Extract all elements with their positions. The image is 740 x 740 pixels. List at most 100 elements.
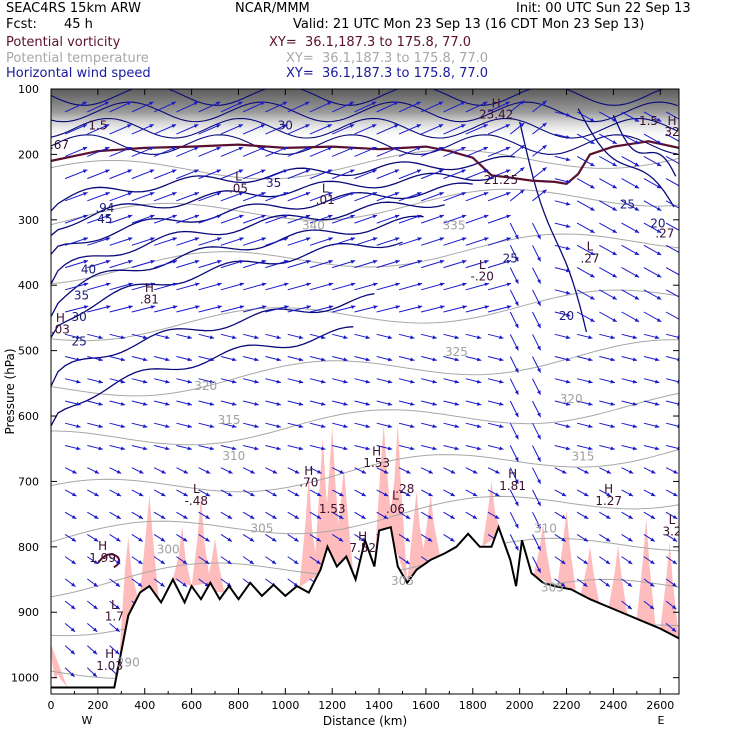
vector-head bbox=[651, 469, 656, 474]
vector-head bbox=[276, 357, 281, 362]
vector-head bbox=[612, 229, 617, 233]
vector-head bbox=[216, 146, 221, 151]
vector-head bbox=[165, 446, 170, 451]
vector-head bbox=[338, 515, 344, 519]
wind-vector-309 bbox=[354, 378, 371, 384]
vector-head bbox=[514, 345, 519, 351]
terrain bbox=[51, 524, 679, 694]
wind-vector-590 bbox=[643, 578, 655, 588]
vector-head bbox=[120, 335, 126, 340]
vector-head bbox=[106, 305, 111, 309]
wind-vector-293 bbox=[331, 467, 345, 474]
wind-vector-141 bbox=[176, 511, 188, 520]
wind-vector-302 bbox=[354, 214, 378, 224]
vector-head bbox=[583, 560, 588, 564]
wind-vector-362 bbox=[421, 169, 444, 180]
vector-head bbox=[537, 390, 541, 395]
wind-vector-355 bbox=[398, 489, 411, 497]
wind-vector-294 bbox=[331, 489, 344, 497]
vector-head bbox=[216, 169, 221, 174]
vector-head bbox=[182, 537, 188, 542]
vector-head bbox=[472, 492, 478, 497]
wind-vector-551 bbox=[621, 222, 640, 234]
vector-head bbox=[387, 379, 393, 384]
vector-head bbox=[187, 357, 192, 362]
wind-vector-209 bbox=[242, 556, 255, 565]
wind-vector-220 bbox=[265, 305, 289, 313]
wind-vector-368 bbox=[421, 305, 445, 313]
vector-head bbox=[671, 627, 677, 632]
vector-head bbox=[520, 122, 525, 127]
vector-head bbox=[542, 122, 547, 127]
vector-head bbox=[276, 379, 281, 384]
wind-vector-123 bbox=[176, 101, 199, 113]
wind-vector-519 bbox=[576, 489, 589, 497]
wind-vector-239 bbox=[287, 237, 311, 246]
vector-head bbox=[172, 259, 178, 264]
wind-vector-608 bbox=[665, 467, 679, 474]
wind-vector-568 bbox=[621, 600, 633, 610]
vector-head bbox=[634, 184, 640, 189]
vector-head bbox=[472, 515, 477, 519]
vector-head bbox=[116, 492, 121, 497]
wind-vector-306 bbox=[354, 305, 378, 313]
wind-vector-320 bbox=[376, 146, 400, 157]
vector-head bbox=[283, 146, 288, 151]
wind-vector-484 bbox=[554, 200, 571, 206]
wind-vector-477 bbox=[532, 511, 542, 529]
vector-head bbox=[209, 335, 215, 340]
valid-time: Valid: 21 UTC Mon 23 Sep 13 (16 CDT Mon … bbox=[293, 17, 645, 32]
wind-vector-32 bbox=[87, 237, 111, 246]
vector-head bbox=[410, 446, 415, 451]
vector-head bbox=[321, 357, 326, 362]
wind-vector-24 bbox=[64, 645, 76, 655]
vector-head bbox=[94, 515, 99, 519]
wind-vector-267 bbox=[309, 378, 326, 384]
vector-head bbox=[260, 146, 266, 151]
vector-head bbox=[282, 101, 288, 106]
vector-head bbox=[372, 237, 378, 241]
wind-vector-529 bbox=[599, 222, 618, 234]
wind-vector-567 bbox=[621, 578, 633, 588]
pv-label-30: 23.42 bbox=[479, 107, 513, 121]
vector-head bbox=[476, 446, 482, 451]
vector-head bbox=[215, 101, 221, 106]
vector-head bbox=[298, 446, 304, 451]
vector-head bbox=[542, 100, 547, 105]
vector-head bbox=[679, 318, 684, 322]
wind-vector-376 bbox=[420, 489, 433, 497]
wind-vector-117 bbox=[153, 467, 167, 474]
vector-head bbox=[583, 515, 589, 519]
wind-vector-439 bbox=[509, 100, 525, 113]
wind-vector-167 bbox=[220, 101, 243, 113]
wind-vector-90 bbox=[131, 378, 148, 384]
theta-label-8: 305 bbox=[250, 521, 273, 535]
wind-vector-424 bbox=[487, 214, 511, 224]
vector-head bbox=[143, 446, 148, 451]
wind-vector-381 bbox=[443, 124, 466, 135]
forecast-hours: 45 h bbox=[64, 17, 93, 32]
vector-head bbox=[343, 424, 348, 428]
wind-vector-507 bbox=[576, 222, 595, 234]
vector-head bbox=[590, 295, 595, 300]
vector-head bbox=[294, 492, 300, 497]
vector-head bbox=[634, 251, 640, 255]
wind-vector-269 bbox=[309, 422, 326, 428]
wind-label-7: 30 bbox=[278, 119, 293, 133]
wind-vector-127 bbox=[176, 192, 200, 202]
vector-head bbox=[172, 169, 177, 174]
wind-vector-494 bbox=[554, 422, 571, 428]
vector-head bbox=[365, 379, 370, 384]
x-end-label-east: E bbox=[658, 714, 665, 727]
wind-upper-contour-2 bbox=[51, 117, 679, 139]
wind-vector-398 bbox=[443, 511, 455, 520]
strat-band-rect bbox=[51, 89, 679, 142]
vector-head bbox=[537, 479, 541, 484]
wind-contour-3 bbox=[51, 182, 473, 255]
wind-vector-94 bbox=[131, 467, 144, 474]
vector-head bbox=[373, 259, 378, 264]
wind-vector-193 bbox=[242, 192, 266, 202]
wind-vector-564 bbox=[621, 511, 634, 520]
wind-contour-1 bbox=[51, 215, 424, 317]
vector-head bbox=[365, 357, 370, 362]
